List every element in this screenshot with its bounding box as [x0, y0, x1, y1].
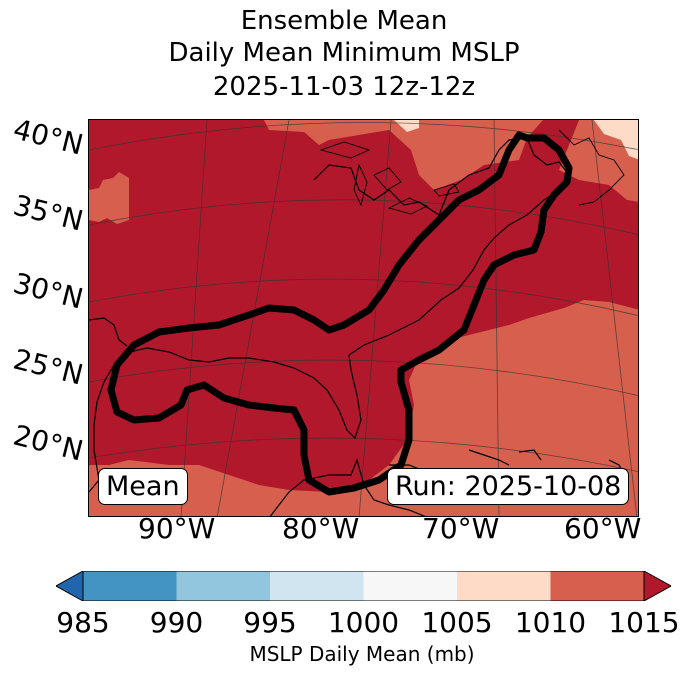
colorbar-tick-label: 1005	[421, 606, 493, 639]
colorbar-tick-label: 995	[243, 606, 297, 639]
colorbar-extend-high	[644, 571, 671, 601]
lon-label-90w: 90°W	[138, 512, 216, 545]
lat-label-20: 20°N	[10, 418, 87, 468]
colorbar-segment	[83, 571, 177, 601]
colorbar-segment	[363, 571, 458, 601]
lakes	[319, 129, 625, 215]
colorbar-segment	[176, 571, 271, 601]
map-panel: Mean Run: 2025-10-08	[88, 119, 639, 517]
colorbar-tick-label: 990	[149, 606, 204, 639]
lat-label-30: 30°N	[10, 266, 87, 316]
pressure-contour	[107, 131, 573, 496]
title-line-2: Daily Mean Minimum MSLP	[168, 38, 520, 68]
graticule	[89, 120, 638, 516]
mean-label-box: Mean	[98, 468, 188, 505]
map-svg	[89, 120, 638, 516]
colorbar-tick-label: 1000	[327, 606, 400, 639]
lon-label-70w: 70°W	[422, 512, 500, 545]
colorbar-segment	[270, 571, 364, 601]
title-line-1: Ensemble Mean	[240, 6, 448, 36]
colorbar-label: MSLP Daily Mean (mb)	[249, 642, 475, 666]
colorbar-extend-low	[56, 571, 83, 601]
field-low-fringe	[89, 172, 129, 224]
colorbar-tick-label: 1015	[608, 606, 680, 639]
lat-label-35: 35°N	[10, 188, 87, 238]
colorbar-high-extend-outline	[643, 571, 671, 601]
colorbar-tick-label: 1010	[514, 606, 587, 639]
run-label-box: Run: 2025-10-08	[387, 468, 630, 505]
colorbar-segment	[457, 571, 551, 601]
colorbar-segment	[550, 571, 645, 601]
lat-label-25: 25°N	[10, 342, 87, 392]
colorbar-low-extend-outline	[56, 571, 84, 601]
colorbar	[56, 571, 671, 601]
colorbar-tick-label: 985	[56, 606, 110, 639]
lon-label-80w: 80°W	[282, 512, 360, 545]
field-high-ne	[594, 120, 638, 160]
title-line-3: 2025-11-03 12z-12z	[212, 72, 476, 102]
lon-label-60w: 60°W	[564, 512, 642, 545]
lat-label-40: 40°N	[10, 112, 87, 162]
